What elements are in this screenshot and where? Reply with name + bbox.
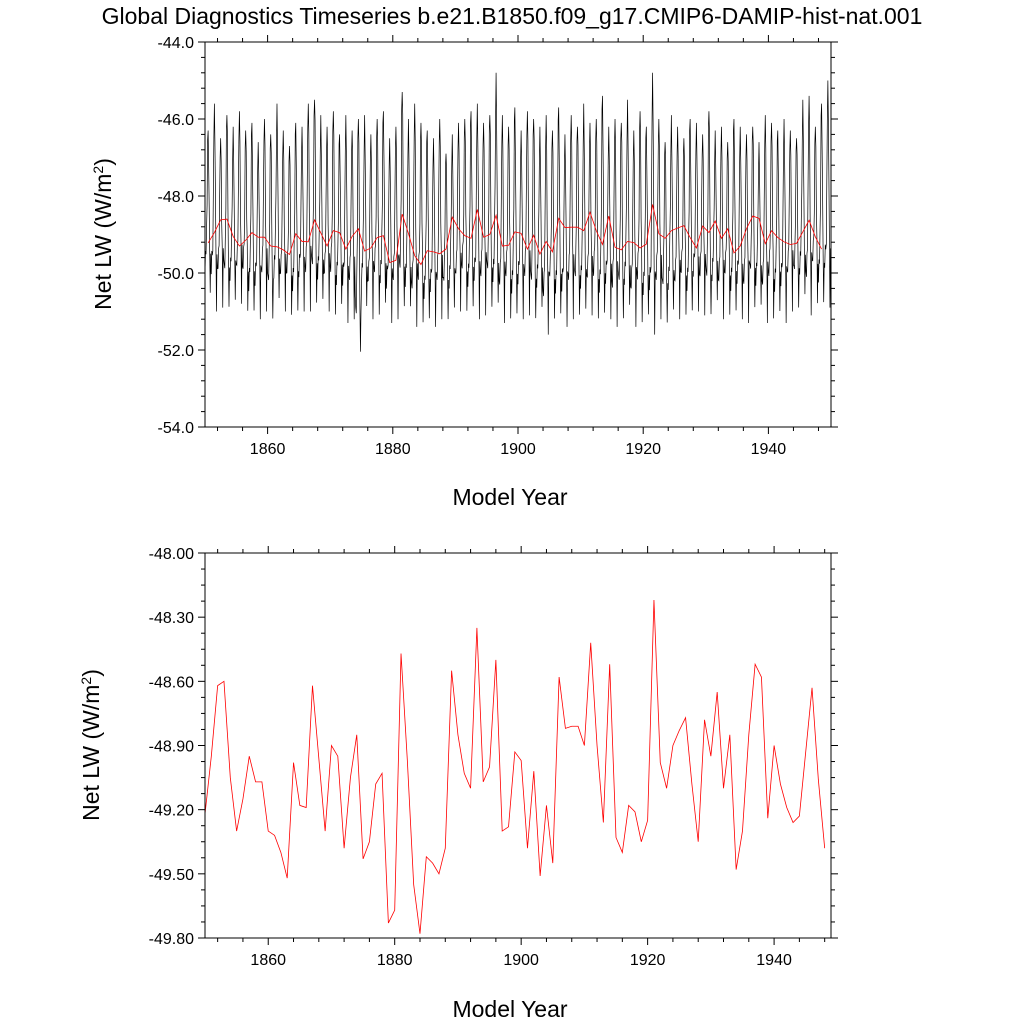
top-plot-y-tick-label: -52.0 xyxy=(158,343,195,360)
top-plot: 1860 1880 1900 1920 1940 -54.0 -52.0 -50.0 -48.0… xyxy=(90,35,838,510)
top-plot-y-tick-label: -46.0 xyxy=(158,112,195,129)
bottom-plot-y-tick-label: -48.90 xyxy=(149,739,194,756)
top-plot-y-tick-label: -48.0 xyxy=(158,189,195,206)
bottom-plot-y-tick-label: -49.50 xyxy=(149,867,194,884)
bottom-plot-x-tick-label: 1920 xyxy=(630,952,666,969)
top-plot-tick-labels: 1860 1880 1900 1920 1940 -54.0 -52.0 -50.0 -48.0… xyxy=(158,35,787,458)
bottom-plot-tick-labels: 1860 1880 1900 1920 1940 -49.80 -49.50 -49.20 -4… xyxy=(149,546,792,969)
bottom-plot-x-tick-label: 1880 xyxy=(377,952,413,969)
bottom-plot-ticks xyxy=(198,546,838,945)
top-plot-frame xyxy=(204,41,832,428)
bottom-plot-y-tick-label: -49.80 xyxy=(149,931,194,948)
bottom-plot-y-tick-label: -48.30 xyxy=(149,610,194,627)
top-plot-y-tick-label: -50.0 xyxy=(158,266,195,283)
top-plot-x-tick-label: 1900 xyxy=(500,441,536,458)
top-plot-ticks xyxy=(198,35,838,434)
bottom-plot: 1860 1880 1900 1920 1940 -49.80 -49.50 -49.20 -4… xyxy=(78,546,838,1022)
top-plot-x-axis-label: Model Year xyxy=(452,484,567,510)
top-plot-x-tick-label: 1940 xyxy=(751,441,787,458)
top-plot-y-tick-label: -44.0 xyxy=(158,35,195,52)
bottom-plot-frame xyxy=(204,552,832,939)
top-plot-x-tick-label: 1920 xyxy=(625,441,661,458)
bottom-plot-y-tick-label: -48.00 xyxy=(149,546,194,563)
top-plot-y-tick-label: -54.0 xyxy=(158,420,195,437)
top-plot-series xyxy=(204,72,831,352)
bottom-plot-y-tick-label: -49.20 xyxy=(149,803,194,820)
top-plot-monthly-line xyxy=(204,72,831,352)
top-plot-x-tick-label: 1860 xyxy=(250,441,286,458)
bottom-plot-x-tick-label: 1860 xyxy=(250,952,286,969)
bottom-plot-annual-line xyxy=(204,600,826,934)
bottom-plot-x-axis-label: Model Year xyxy=(452,996,567,1022)
bottom-plot-x-tick-label: 1940 xyxy=(756,952,792,969)
figure-title: Global Diagnostics Timeseries b.e21.B185… xyxy=(102,3,923,29)
bottom-plot-series xyxy=(204,600,826,934)
top-plot-x-tick-label: 1880 xyxy=(375,441,411,458)
top-plot-y-axis-label: Net LW (W/m2) xyxy=(90,158,116,310)
bottom-plot-x-tick-label: 1900 xyxy=(503,952,539,969)
top-plot-annual-line xyxy=(207,204,822,266)
bottom-plot-y-axis-label: Net LW (W/m2) xyxy=(78,669,104,821)
bottom-plot-y-tick-label: -48.60 xyxy=(149,674,194,691)
